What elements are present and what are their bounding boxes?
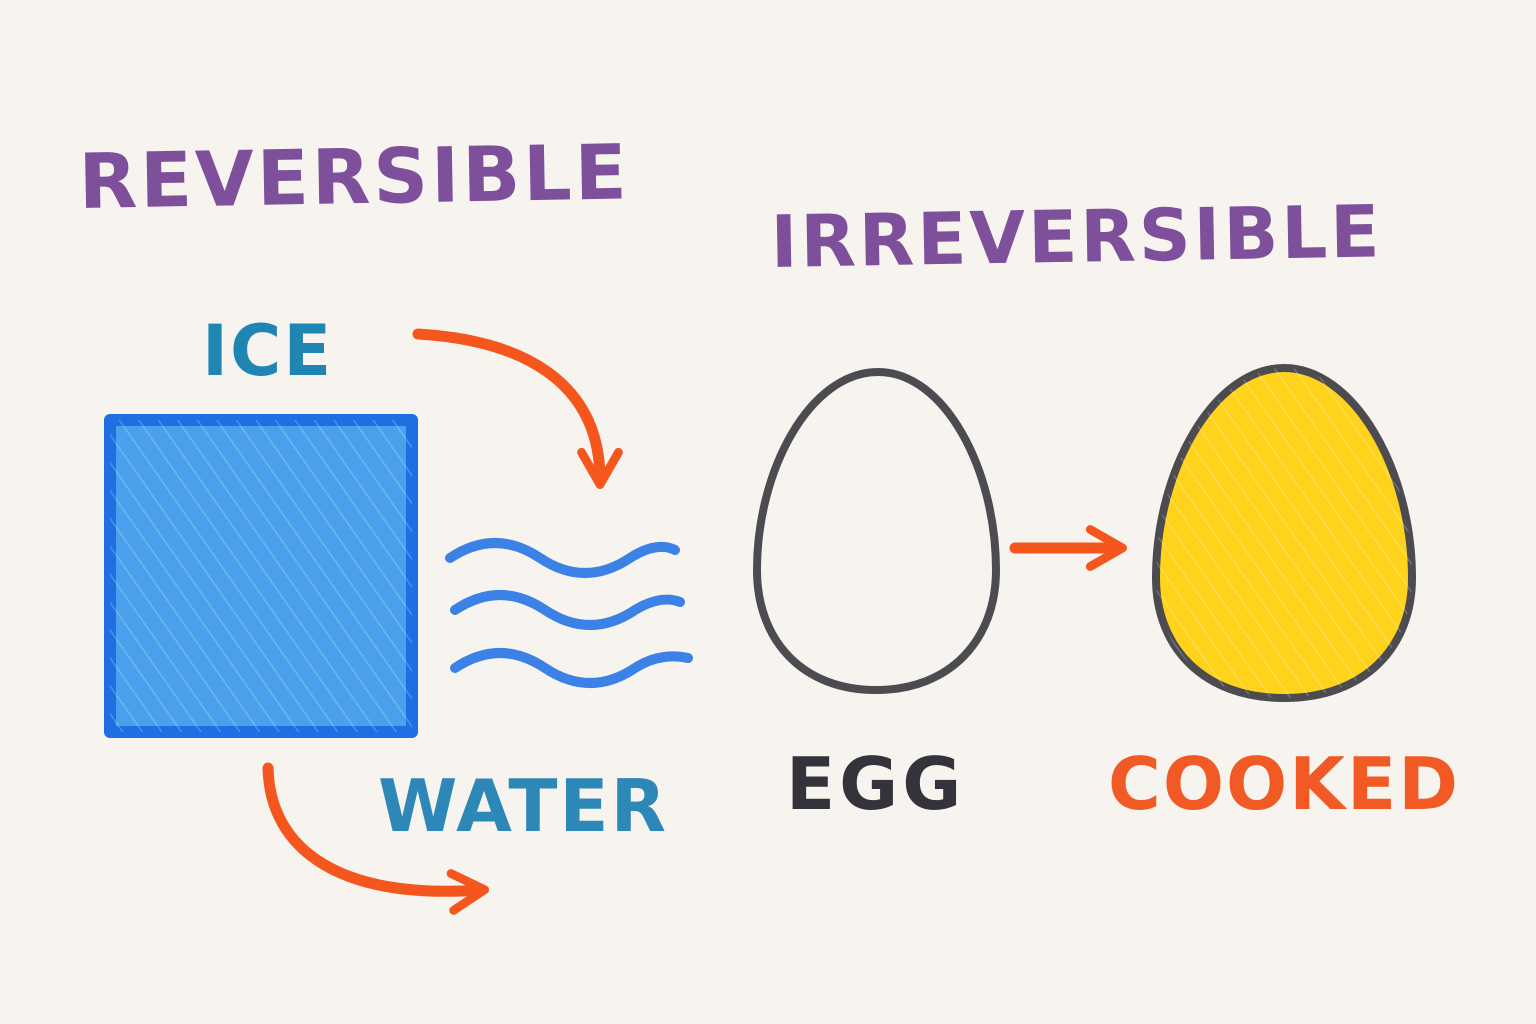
label-ice: ICE <box>202 310 334 392</box>
water-to-ice-arrow <box>262 762 489 915</box>
ice-cube <box>104 414 418 738</box>
heading-reversible: REVERSIBLE <box>77 127 631 226</box>
label-egg: EGG <box>786 742 966 826</box>
water-waves <box>445 538 693 688</box>
label-cooked: COOKED <box>1108 742 1460 826</box>
label-water: WATER <box>378 764 669 848</box>
cooked-egg <box>1151 363 1417 703</box>
heading-irreversible: IRREVERSIBLE <box>769 189 1384 284</box>
arrows <box>262 328 1128 915</box>
raw-egg <box>752 367 1001 695</box>
ice-to-water-arrow <box>412 328 623 490</box>
